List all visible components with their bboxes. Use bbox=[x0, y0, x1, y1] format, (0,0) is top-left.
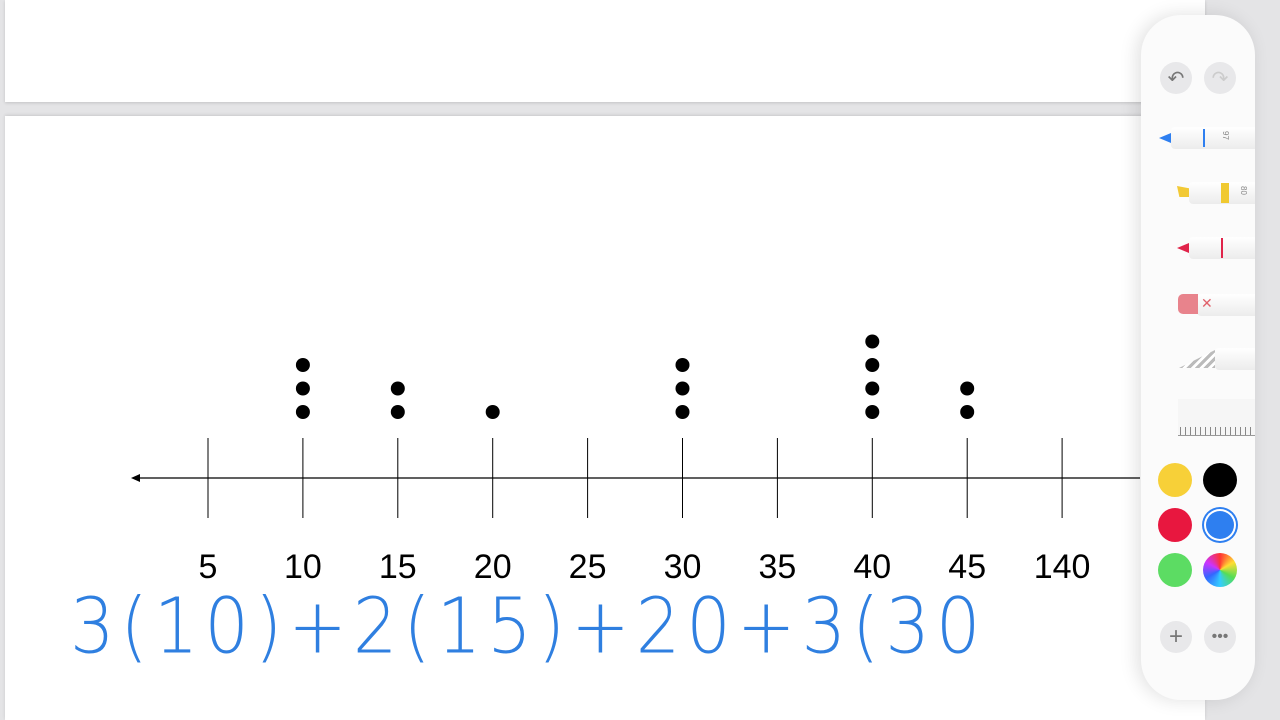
plus-icon[interactable]: + bbox=[1160, 621, 1192, 653]
dot-plot: 5 10 15 20 25 30 35 40 45 140 bbox=[131, 334, 1140, 586]
tick-label: 140 bbox=[1034, 548, 1091, 586]
tick-label: 40 bbox=[853, 548, 891, 586]
highlighter-tool[interactable]: 80 bbox=[1177, 182, 1255, 204]
pen-size: 97 bbox=[1220, 131, 1230, 140]
tick-label: 45 bbox=[948, 548, 986, 586]
arrow-left-icon bbox=[131, 474, 140, 482]
ellipsis-icon[interactable]: ••• bbox=[1204, 621, 1236, 653]
tick-label: 20 bbox=[474, 548, 512, 586]
data-dot bbox=[675, 358, 690, 372]
data-dot bbox=[295, 358, 310, 372]
undo-icon[interactable]: ↶ bbox=[1160, 62, 1192, 94]
data-dot bbox=[485, 405, 500, 419]
redo-icon[interactable]: ↷ bbox=[1204, 62, 1236, 94]
tick-label: 35 bbox=[758, 548, 796, 586]
handwritten-expression: 3(10)+2(15)+20+3(30 bbox=[70, 580, 987, 672]
data-dot bbox=[865, 405, 880, 419]
data-dot bbox=[295, 405, 310, 419]
color-blue-selected[interactable] bbox=[1206, 511, 1234, 539]
color-black[interactable] bbox=[1203, 463, 1237, 497]
color-red[interactable] bbox=[1158, 508, 1192, 542]
ruler-tool[interactable] bbox=[1178, 399, 1255, 436]
data-dot bbox=[390, 405, 405, 419]
data-dot bbox=[865, 358, 880, 372]
tick-label: 10 bbox=[284, 548, 322, 586]
crayon-tool[interactable] bbox=[1177, 237, 1255, 259]
highlighter-size: 80 bbox=[1238, 186, 1248, 195]
data-dot bbox=[960, 381, 975, 396]
data-dot bbox=[865, 381, 880, 396]
data-dot bbox=[295, 381, 310, 396]
data-dot bbox=[865, 334, 880, 349]
data-dot bbox=[675, 405, 690, 419]
page-1 bbox=[5, 0, 1205, 102]
tick-label: 30 bbox=[664, 548, 702, 586]
tick-label: 15 bbox=[379, 548, 417, 586]
page-2 bbox=[5, 116, 1205, 720]
color-yellow[interactable] bbox=[1158, 463, 1192, 497]
pen-tool[interactable]: 97 bbox=[1159, 127, 1255, 149]
tick-label: 25 bbox=[569, 548, 607, 586]
color-green[interactable] bbox=[1158, 553, 1192, 587]
data-dot bbox=[960, 405, 975, 419]
data-dot bbox=[390, 381, 405, 396]
markup-toolbar: ↶ ↷ 97 80 ✕ + ••• bbox=[1141, 15, 1255, 700]
eraser-tool[interactable]: ✕ bbox=[1178, 294, 1255, 316]
data-dot bbox=[675, 381, 690, 396]
tick-label: 5 bbox=[199, 548, 218, 586]
color-wheel-icon[interactable] bbox=[1203, 553, 1237, 587]
lasso-tool[interactable] bbox=[1179, 348, 1255, 370]
close-icon: ✕ bbox=[1201, 295, 1213, 311]
